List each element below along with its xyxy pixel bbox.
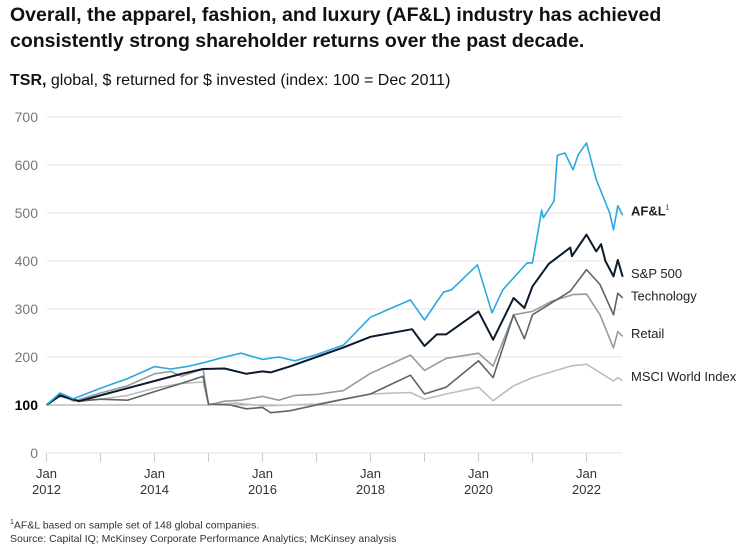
source-note: Source: Capital IQ; McKinsey Corporate P… bbox=[10, 532, 397, 545]
subtitle-bold: TSR, bbox=[10, 72, 47, 89]
series-label: S&P 500 bbox=[631, 266, 682, 281]
chart-title: Overall, the apparel, fashion, and luxur… bbox=[10, 4, 662, 52]
y-tick-label: 700 bbox=[15, 109, 39, 125]
x-tick-label: Jan bbox=[36, 466, 57, 481]
x-tick-label: 2018 bbox=[356, 482, 385, 497]
y-tick-label: 400 bbox=[15, 253, 39, 269]
series-label: Retail bbox=[631, 326, 664, 341]
footnotes: 1AF&L based on sample set of 148 global … bbox=[10, 516, 396, 546]
x-tick-label: 2012 bbox=[32, 482, 61, 497]
x-tick-label: 2022 bbox=[572, 482, 601, 497]
y-tick-label: 300 bbox=[15, 301, 39, 317]
y-tick-label: 100 bbox=[15, 397, 39, 413]
series-line-retail bbox=[46, 293, 624, 406]
x-tick-label: 2014 bbox=[140, 482, 169, 497]
x-tick-label: 2020 bbox=[464, 482, 493, 497]
x-tick-label: Jan bbox=[468, 466, 489, 481]
series-line-af-l bbox=[45, 142, 624, 406]
x-tick-label: Jan bbox=[576, 466, 597, 481]
y-tick-label: 200 bbox=[15, 349, 39, 365]
x-tick-label: Jan bbox=[144, 466, 165, 481]
series-line-msci-world-index bbox=[46, 363, 624, 407]
chart-subtitle: TSR, global, $ returned for $ invested (… bbox=[10, 72, 450, 90]
footnote: 1AF&L based on sample set of 148 global … bbox=[10, 519, 260, 532]
y-tick-label: 600 bbox=[15, 157, 39, 173]
series-label: MSCI World Index bbox=[631, 369, 737, 384]
x-tick-label: Jan bbox=[252, 466, 273, 481]
y-tick-label: 0 bbox=[30, 445, 38, 461]
series-label: AF&L1 bbox=[631, 204, 670, 219]
subtitle-rest: global, $ returned for $ invested (index… bbox=[46, 72, 451, 89]
series-line-s-p-500 bbox=[45, 233, 624, 406]
x-tick-label: Jan bbox=[360, 466, 381, 481]
y-tick-label: 500 bbox=[15, 205, 39, 221]
series-line-technology bbox=[46, 268, 624, 414]
x-tick-label: 2016 bbox=[248, 482, 277, 497]
series-label: Technology bbox=[631, 289, 697, 304]
